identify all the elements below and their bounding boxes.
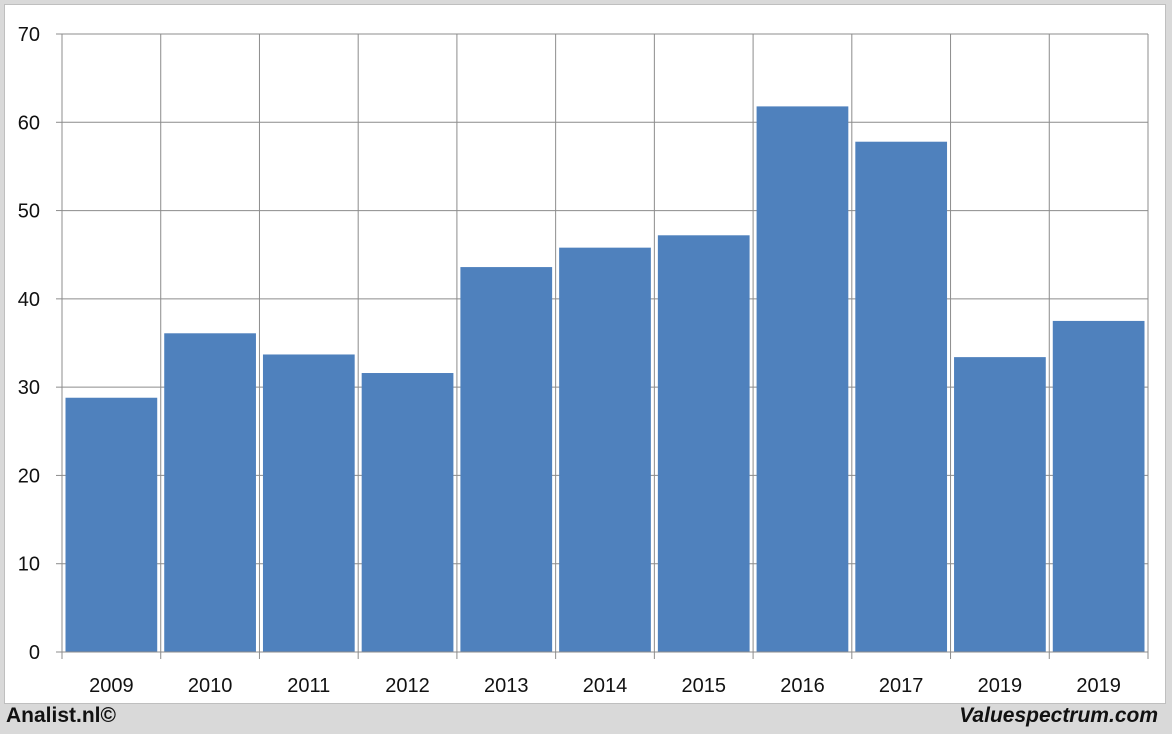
axes <box>56 33 1149 659</box>
x-tick-label: 2011 <box>287 675 330 697</box>
x-tick-labels: 2009 2010 2011 2012 2013 2014 2015 2016 2017 2019… <box>89 675 1121 697</box>
x-tick-label: 2012 <box>385 675 430 697</box>
bar <box>1052 320 1145 652</box>
brand-label: Valuespectrum.com <box>959 704 1158 727</box>
y-tick-label: 40 <box>18 289 40 311</box>
x-tick-label: 2014 <box>583 675 628 697</box>
bar <box>361 373 454 652</box>
bar <box>65 397 158 652</box>
y-tick-label: 0 <box>29 642 40 664</box>
y-tick-label: 60 <box>18 112 40 134</box>
bar <box>954 357 1046 652</box>
bar <box>164 333 256 652</box>
bar <box>855 141 948 653</box>
y-tick-label: 20 <box>18 465 40 487</box>
y-tick-label: 70 <box>18 24 40 46</box>
y-tick-label: 50 <box>18 201 40 223</box>
bar <box>559 247 651 652</box>
bar <box>460 267 553 652</box>
x-tick-label: 2017 <box>879 675 924 697</box>
y-tick-labels: 0 10 20 30 40 50 60 70 <box>18 24 40 664</box>
x-tick-label: 2016 <box>780 675 825 697</box>
bar <box>657 235 750 652</box>
y-tick-label: 10 <box>18 554 40 576</box>
x-tick-label: 2009 <box>89 675 134 697</box>
x-tick-label: 2019 <box>978 675 1023 697</box>
x-tick-label: 2019 <box>1076 675 1121 697</box>
bars <box>65 106 1145 653</box>
y-tick-label: 30 <box>18 377 40 399</box>
bar <box>262 354 355 652</box>
x-tick-label: 2010 <box>188 675 233 697</box>
bar <box>756 106 849 652</box>
x-tick-label: 2013 <box>484 675 529 697</box>
source-label: Analist.nl© <box>6 704 116 727</box>
x-tick-label: 2015 <box>681 675 726 697</box>
